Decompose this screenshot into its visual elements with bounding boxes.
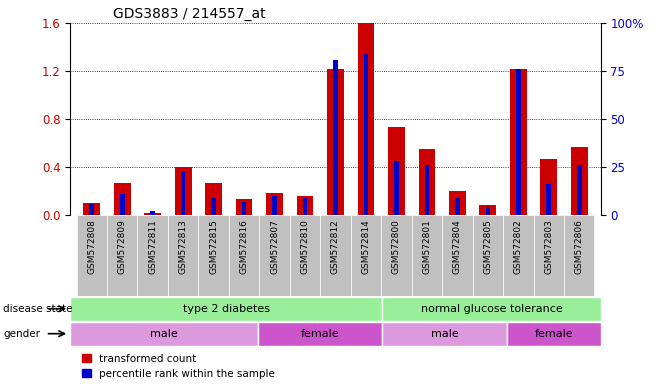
Text: GSM572806: GSM572806 xyxy=(575,219,584,274)
Text: GSM572815: GSM572815 xyxy=(209,219,218,274)
FancyBboxPatch shape xyxy=(382,297,601,321)
Bar xyxy=(388,127,405,215)
Text: type 2 diabetes: type 2 diabetes xyxy=(183,304,270,314)
FancyBboxPatch shape xyxy=(76,215,107,296)
Bar xyxy=(303,198,307,215)
Text: GSM572805: GSM572805 xyxy=(483,219,493,274)
FancyBboxPatch shape xyxy=(70,322,258,346)
Bar xyxy=(449,191,466,215)
Text: GSM572811: GSM572811 xyxy=(148,219,157,274)
Text: GSM572814: GSM572814 xyxy=(362,219,370,274)
Bar xyxy=(516,69,521,215)
Text: GSM572812: GSM572812 xyxy=(331,219,340,274)
Text: female: female xyxy=(535,329,573,339)
Bar xyxy=(120,194,125,215)
Text: male: male xyxy=(431,329,458,339)
FancyBboxPatch shape xyxy=(259,215,290,296)
Text: GSM572803: GSM572803 xyxy=(544,219,554,274)
Bar xyxy=(333,60,338,215)
Bar xyxy=(236,199,252,215)
Bar xyxy=(455,198,460,215)
Bar xyxy=(150,211,155,215)
Text: GSM572816: GSM572816 xyxy=(240,219,248,274)
Text: male: male xyxy=(150,329,178,339)
Bar xyxy=(394,161,399,215)
FancyBboxPatch shape xyxy=(533,215,564,296)
FancyBboxPatch shape xyxy=(320,215,351,296)
Bar xyxy=(181,171,185,215)
Bar xyxy=(486,207,490,215)
Bar xyxy=(211,198,216,215)
FancyBboxPatch shape xyxy=(382,322,507,346)
FancyBboxPatch shape xyxy=(70,297,382,321)
Text: disease state: disease state xyxy=(3,304,73,314)
FancyBboxPatch shape xyxy=(258,322,382,346)
Text: GSM572809: GSM572809 xyxy=(117,219,127,274)
FancyBboxPatch shape xyxy=(564,215,595,296)
FancyBboxPatch shape xyxy=(442,215,472,296)
Bar xyxy=(175,167,191,215)
FancyBboxPatch shape xyxy=(290,215,320,296)
Bar xyxy=(358,23,374,215)
Text: female: female xyxy=(301,329,340,339)
Bar xyxy=(540,159,557,215)
Text: GSM572813: GSM572813 xyxy=(178,219,188,274)
Bar xyxy=(83,203,100,215)
Legend: transformed count, percentile rank within the sample: transformed count, percentile rank withi… xyxy=(83,354,275,379)
FancyBboxPatch shape xyxy=(199,215,229,296)
Bar xyxy=(425,165,429,215)
Bar xyxy=(205,183,222,215)
Bar xyxy=(297,196,313,215)
FancyBboxPatch shape xyxy=(507,322,601,346)
FancyBboxPatch shape xyxy=(472,215,503,296)
Text: GSM572801: GSM572801 xyxy=(423,219,431,274)
FancyBboxPatch shape xyxy=(503,215,533,296)
Bar xyxy=(242,202,246,215)
FancyBboxPatch shape xyxy=(138,215,168,296)
FancyBboxPatch shape xyxy=(107,215,138,296)
Text: normal glucose tolerance: normal glucose tolerance xyxy=(421,304,562,314)
Bar xyxy=(571,147,588,215)
Bar xyxy=(114,183,131,215)
Text: gender: gender xyxy=(3,329,40,339)
Bar xyxy=(364,54,368,215)
Text: GSM572804: GSM572804 xyxy=(453,219,462,274)
Text: GSM572807: GSM572807 xyxy=(270,219,279,274)
FancyBboxPatch shape xyxy=(168,215,199,296)
Bar xyxy=(510,69,527,215)
FancyBboxPatch shape xyxy=(412,215,442,296)
FancyBboxPatch shape xyxy=(229,215,259,296)
Text: GSM572800: GSM572800 xyxy=(392,219,401,274)
FancyBboxPatch shape xyxy=(381,215,412,296)
Bar xyxy=(577,165,582,215)
Bar xyxy=(144,213,161,215)
Bar xyxy=(546,184,551,215)
Bar xyxy=(89,204,94,215)
Bar xyxy=(266,194,283,215)
Text: GSM572808: GSM572808 xyxy=(87,219,96,274)
FancyBboxPatch shape xyxy=(351,215,381,296)
Text: GDS3883 / 214557_at: GDS3883 / 214557_at xyxy=(113,7,266,21)
Bar xyxy=(327,69,344,215)
Bar xyxy=(419,149,435,215)
Text: GSM572802: GSM572802 xyxy=(514,219,523,274)
Bar xyxy=(480,205,496,215)
Bar xyxy=(272,196,277,215)
Text: GSM572810: GSM572810 xyxy=(301,219,309,274)
